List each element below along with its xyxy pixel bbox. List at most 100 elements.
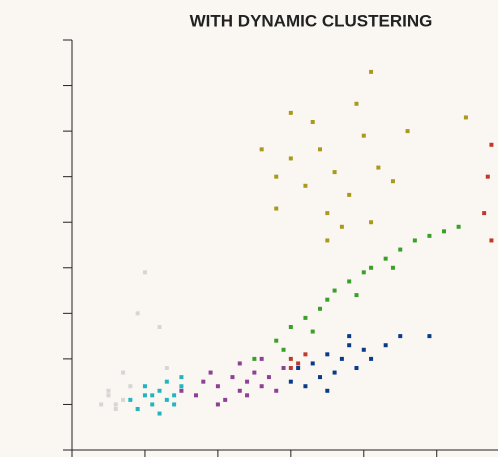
- point: [332, 288, 337, 293]
- point: [332, 170, 337, 175]
- chart-title: WITH DYNAMIC CLUSTERING: [190, 11, 433, 30]
- point: [303, 183, 308, 188]
- point: [106, 393, 111, 398]
- point: [194, 393, 199, 398]
- point: [259, 147, 264, 152]
- point: [230, 375, 235, 380]
- point: [252, 370, 257, 375]
- point: [303, 352, 308, 357]
- point: [310, 329, 315, 334]
- point: [369, 69, 374, 74]
- point: [179, 384, 184, 389]
- point: [179, 375, 184, 380]
- point: [99, 402, 104, 407]
- point: [274, 206, 279, 211]
- point: [157, 388, 162, 393]
- point: [405, 129, 410, 134]
- point: [288, 366, 293, 370]
- point: [325, 238, 330, 243]
- point: [325, 352, 330, 357]
- point: [296, 366, 301, 370]
- point: [142, 384, 147, 389]
- point: [215, 402, 220, 407]
- point: [142, 270, 147, 275]
- point: [296, 361, 301, 366]
- point: [489, 142, 494, 147]
- point: [135, 311, 140, 316]
- point: [274, 338, 279, 343]
- point: [106, 388, 111, 393]
- point: [398, 247, 403, 252]
- point: [354, 366, 359, 370]
- point: [339, 356, 344, 361]
- point: [128, 384, 133, 389]
- point: [339, 224, 344, 229]
- point: [288, 356, 293, 361]
- point: [252, 356, 257, 361]
- point: [259, 384, 264, 389]
- point: [201, 379, 206, 384]
- point: [121, 370, 126, 375]
- point: [237, 388, 242, 393]
- point: [113, 402, 118, 407]
- point: [157, 411, 162, 416]
- point: [208, 370, 213, 375]
- point: [354, 293, 359, 298]
- point: [223, 397, 228, 402]
- point: [383, 343, 388, 348]
- point: [150, 393, 155, 398]
- point: [135, 407, 140, 411]
- point: [412, 238, 417, 243]
- point: [303, 315, 308, 320]
- point: [113, 407, 118, 411]
- point: [361, 270, 366, 275]
- point: [482, 211, 487, 216]
- point: [347, 343, 352, 348]
- point: [288, 110, 293, 115]
- point: [369, 356, 374, 361]
- point: [390, 265, 395, 270]
- point: [463, 115, 468, 120]
- point: [274, 174, 279, 179]
- point: [164, 366, 169, 370]
- point: [310, 361, 315, 366]
- point: [281, 347, 286, 352]
- point: [172, 393, 177, 398]
- point: [318, 306, 323, 311]
- point: [259, 356, 264, 361]
- point: [376, 165, 381, 170]
- point: [398, 334, 403, 339]
- point: [456, 224, 461, 229]
- point: [303, 384, 308, 389]
- point: [361, 347, 366, 352]
- point: [310, 120, 315, 124]
- point: [215, 384, 220, 389]
- point: [369, 220, 374, 225]
- point: [164, 379, 169, 384]
- point: [157, 325, 162, 329]
- point: [245, 393, 250, 398]
- point: [383, 256, 388, 261]
- point: [485, 174, 490, 179]
- point: [442, 229, 447, 234]
- point: [390, 179, 395, 184]
- point: [354, 101, 359, 106]
- point: [121, 397, 126, 402]
- point: [325, 211, 330, 216]
- point: [142, 393, 147, 398]
- point: [237, 361, 242, 366]
- point: [274, 388, 279, 393]
- point: [318, 147, 323, 152]
- point: [489, 238, 494, 243]
- point: [427, 334, 432, 339]
- point: [128, 397, 133, 402]
- point: [288, 156, 293, 161]
- point: [347, 192, 352, 197]
- point: [150, 402, 155, 407]
- point: [325, 388, 330, 393]
- point: [288, 379, 293, 384]
- point: [347, 334, 352, 339]
- point: [347, 279, 352, 284]
